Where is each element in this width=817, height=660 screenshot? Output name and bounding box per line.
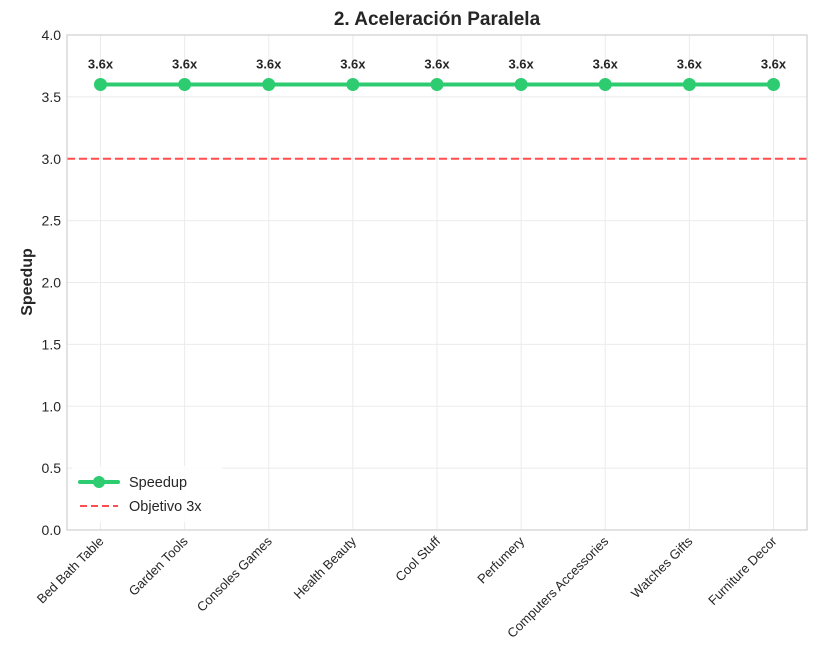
- chart-title: 2. Aceleración Paralela: [334, 9, 541, 30]
- data-label: 3.6x: [172, 57, 198, 72]
- data-point: [598, 78, 612, 91]
- y-tick-label: 0.0: [42, 522, 62, 538]
- y-tick-label: 1.0: [42, 398, 62, 414]
- x-tick-label: Perfumery: [474, 533, 527, 586]
- x-tick-label: Cool Stuff: [392, 533, 443, 584]
- data-point: [94, 78, 107, 91]
- y-tick-label: 0.5: [42, 460, 62, 476]
- data-label: 3.6x: [761, 57, 787, 72]
- x-tick-label: Furniture Decor: [705, 533, 780, 608]
- x-tick-labels: Bed Bath Table Garden Tools Consoles Games…: [34, 533, 780, 641]
- legend-objetivo-label: Objetivo 3x: [129, 499, 202, 515]
- series-group: [94, 78, 780, 91]
- y-tick-label: 3.0: [42, 151, 62, 167]
- legend-speedup-marker: [93, 476, 105, 488]
- legend-speedup-label: Speedup: [129, 475, 187, 491]
- data-point: [262, 78, 276, 91]
- legend: Speedup Objetivo 3x: [72, 466, 222, 522]
- data-point: [682, 78, 696, 91]
- y-tick-label: 2.0: [42, 275, 62, 291]
- data-point: [767, 78, 780, 91]
- data-point: [346, 78, 360, 91]
- data-label: 3.6x: [256, 57, 282, 72]
- y-axis-label: Speedup: [19, 248, 36, 316]
- data-point: [514, 78, 528, 91]
- data-point: [178, 78, 192, 91]
- data-label: 3.6x: [340, 57, 366, 72]
- legend-box: [72, 466, 222, 522]
- grid-lines: [67, 34, 807, 531]
- data-label: 3.6x: [593, 57, 619, 72]
- y-tick-label: 3.5: [42, 89, 62, 105]
- y-tick-labels: 0.0 0.5 1.0 1.5 2.0 2.5 3.0 3.5 4.0: [42, 27, 62, 538]
- x-tick-label: Watches Gifts: [628, 533, 696, 601]
- x-tick-label: Consoles Games: [194, 533, 275, 614]
- y-tick-label: 4.0: [42, 27, 62, 43]
- data-label: 3.6x: [88, 57, 114, 72]
- y-tick-label: 2.5: [42, 213, 62, 229]
- x-tick-label: Health Beauty: [291, 533, 360, 602]
- data-label: 3.6x: [424, 57, 450, 72]
- x-tick-label: Bed Bath Table: [34, 534, 107, 607]
- y-tick-label: 1.5: [42, 336, 62, 352]
- data-label: 3.6x: [677, 57, 703, 72]
- data-point: [430, 78, 444, 91]
- data-label: 3.6x: [508, 57, 534, 72]
- data-labels-group: 3.6x 3.6x 3.6x 3.6x 3.6x 3.6x 3.6x 3.6x 3.6x: [88, 57, 787, 72]
- plot-frame: [66, 34, 808, 531]
- x-tick-label: Garden Tools: [126, 533, 191, 598]
